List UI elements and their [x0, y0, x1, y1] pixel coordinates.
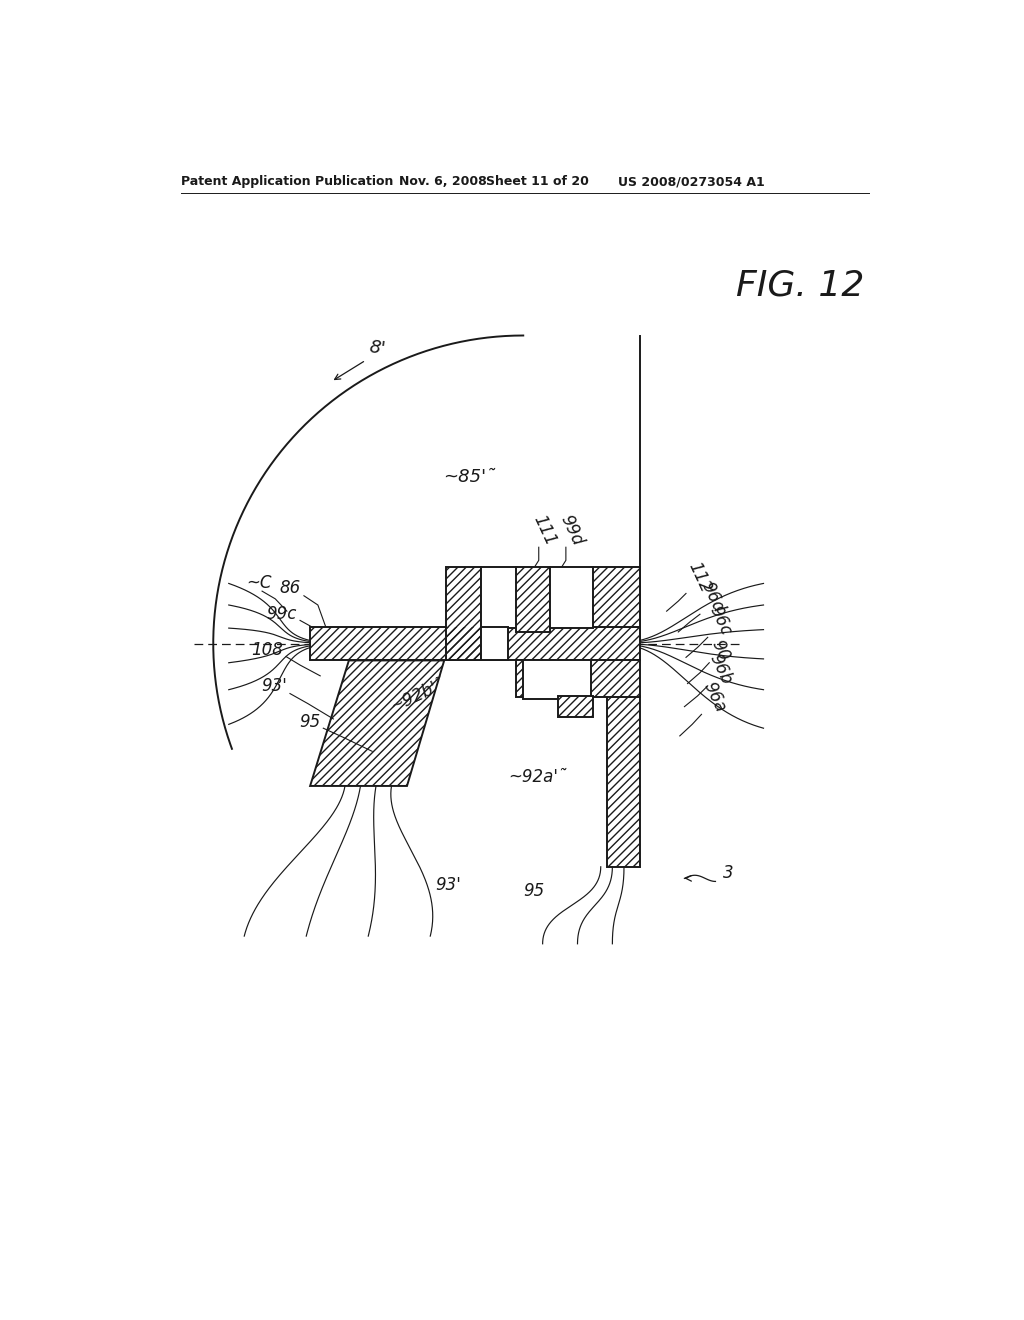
Text: ~92b'˜: ~92b'˜: [388, 675, 449, 715]
Text: Nov. 6, 2008: Nov. 6, 2008: [399, 176, 487, 187]
Bar: [592, 566, 640, 627]
Text: 95: 95: [523, 882, 545, 900]
Text: FIG. 12: FIG. 12: [736, 268, 864, 302]
Bar: [558, 696, 593, 717]
Text: 86: 86: [280, 579, 301, 598]
Text: 96b: 96b: [706, 651, 735, 688]
Text: 96a: 96a: [700, 678, 729, 715]
Text: 99c: 99c: [266, 605, 297, 623]
Text: 93': 93': [261, 677, 287, 696]
Bar: [445, 566, 480, 660]
Bar: [480, 627, 508, 660]
Text: ~85'˜: ~85'˜: [443, 467, 495, 486]
Text: 112: 112: [684, 558, 714, 595]
Bar: [523, 660, 592, 700]
Bar: [515, 660, 640, 697]
Text: 90: 90: [708, 638, 733, 664]
Bar: [515, 660, 640, 697]
Bar: [480, 566, 517, 628]
Bar: [607, 696, 640, 867]
Text: ~92a'˜: ~92a'˜: [508, 768, 566, 787]
Text: Sheet 11 of 20: Sheet 11 of 20: [486, 176, 589, 187]
Bar: [592, 566, 640, 627]
Text: 99d: 99d: [557, 512, 587, 549]
Polygon shape: [310, 660, 444, 785]
Bar: [310, 627, 640, 660]
Text: 111: 111: [529, 512, 559, 549]
Text: 95: 95: [299, 713, 321, 731]
Text: 96d: 96d: [697, 578, 727, 615]
Text: 8': 8': [369, 338, 387, 359]
Bar: [515, 566, 550, 632]
Text: 3: 3: [723, 865, 734, 882]
Bar: [445, 566, 480, 660]
Bar: [558, 696, 593, 717]
Text: US 2008/0273054 A1: US 2008/0273054 A1: [617, 176, 765, 187]
Text: Patent Application Publication: Patent Application Publication: [180, 176, 393, 187]
Text: 96c: 96c: [706, 603, 734, 639]
Bar: [607, 696, 640, 867]
Text: 108: 108: [251, 642, 283, 659]
Bar: [550, 566, 593, 628]
Text: ~C: ~C: [246, 574, 271, 593]
Bar: [310, 627, 640, 660]
Bar: [515, 566, 550, 632]
Text: 93': 93': [435, 876, 461, 894]
